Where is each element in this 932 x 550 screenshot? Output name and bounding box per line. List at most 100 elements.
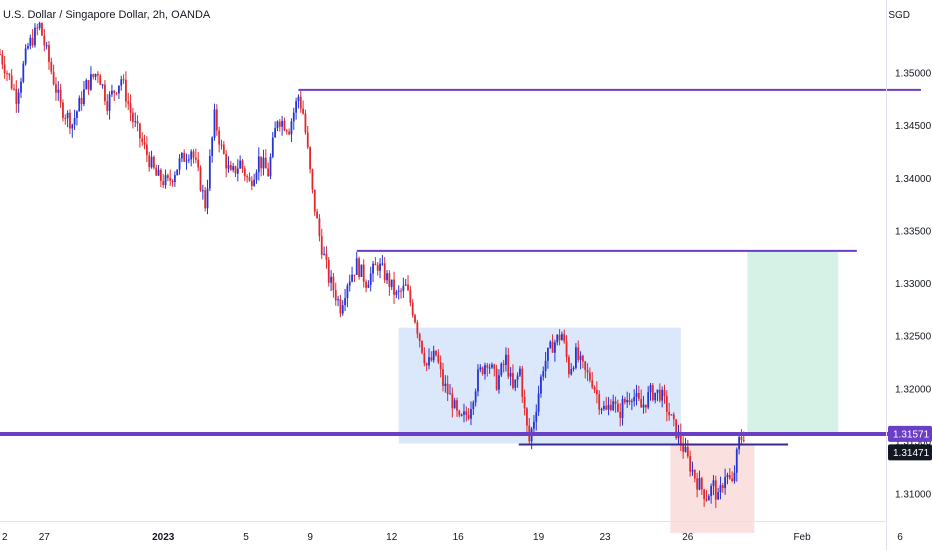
candle — [467, 415, 470, 419]
candle — [474, 391, 477, 403]
candle — [62, 102, 64, 119]
candle — [535, 411, 538, 422]
candle — [588, 372, 591, 381]
price-tick: 1.31000 — [895, 490, 932, 501]
candle — [551, 341, 554, 353]
candle — [437, 355, 440, 363]
candle — [36, 27, 39, 29]
candle — [484, 365, 486, 375]
candle — [327, 259, 330, 283]
candle — [630, 401, 633, 403]
candle — [94, 74, 97, 77]
stop-zone — [670, 444, 755, 533]
candle — [423, 352, 426, 364]
candle — [199, 167, 202, 191]
candle — [425, 363, 428, 366]
candle — [731, 478, 734, 481]
candle — [663, 389, 666, 396]
candle — [661, 389, 664, 401]
candle — [334, 290, 337, 301]
candle — [696, 478, 699, 490]
candle — [523, 396, 526, 409]
candle — [24, 48, 27, 64]
candle — [502, 363, 505, 365]
candle — [439, 362, 442, 370]
candle — [83, 89, 85, 105]
candle — [106, 101, 109, 111]
candle — [561, 334, 563, 341]
candle — [675, 419, 678, 439]
candle — [619, 411, 622, 419]
candle — [306, 132, 309, 148]
candle — [649, 385, 652, 393]
candle — [397, 290, 400, 292]
candle — [672, 414, 675, 420]
candle — [714, 480, 717, 500]
candle — [519, 368, 521, 376]
candle — [339, 299, 342, 314]
candle — [295, 101, 298, 113]
candle — [108, 94, 111, 111]
candle — [143, 142, 146, 145]
candle — [250, 180, 253, 186]
candle — [621, 399, 624, 419]
price-tick: 1.32500 — [895, 332, 932, 343]
time-tick: 9 — [307, 532, 313, 543]
candle — [707, 496, 710, 501]
candle — [150, 156, 153, 168]
candle — [600, 409, 603, 411]
candle — [27, 45, 29, 49]
candle — [3, 64, 6, 74]
candle — [271, 137, 274, 157]
candle — [507, 354, 510, 377]
candle — [358, 258, 360, 277]
candle — [575, 347, 577, 368]
candle — [274, 128, 277, 138]
candle — [647, 392, 650, 408]
candle — [50, 61, 53, 72]
time-tick: 26 — [682, 532, 694, 543]
candle — [180, 152, 183, 159]
candle — [318, 218, 321, 237]
candle — [141, 138, 144, 143]
candle — [563, 334, 566, 342]
candle — [10, 75, 13, 89]
time-tick: 2 — [2, 532, 8, 543]
candle — [456, 400, 458, 411]
candle — [125, 79, 127, 102]
candle — [344, 298, 346, 306]
candle — [684, 446, 687, 452]
candle — [432, 350, 435, 361]
price-tick: 1.31500 — [895, 437, 932, 448]
candle — [138, 123, 141, 139]
candle — [451, 393, 454, 409]
candle — [637, 392, 640, 399]
candle — [99, 75, 102, 85]
candle — [229, 165, 232, 171]
candle — [516, 375, 519, 380]
candle — [540, 376, 542, 394]
candle — [80, 97, 83, 105]
candle — [52, 71, 55, 85]
candle — [703, 489, 706, 500]
candle — [166, 175, 169, 178]
candle — [215, 109, 218, 131]
candle — [411, 302, 414, 316]
candle — [183, 152, 186, 162]
candle — [73, 117, 76, 125]
candle — [481, 367, 484, 375]
candle — [122, 79, 125, 81]
candle — [668, 411, 671, 416]
candle — [136, 121, 139, 124]
candle — [269, 156, 272, 177]
candle — [208, 155, 211, 189]
candle — [351, 274, 353, 282]
candle — [556, 334, 559, 343]
candle — [173, 175, 176, 183]
time-tick: 23 — [599, 532, 611, 543]
candle — [386, 273, 388, 281]
candle — [31, 37, 34, 46]
candle — [283, 120, 286, 131]
candle — [290, 121, 293, 135]
